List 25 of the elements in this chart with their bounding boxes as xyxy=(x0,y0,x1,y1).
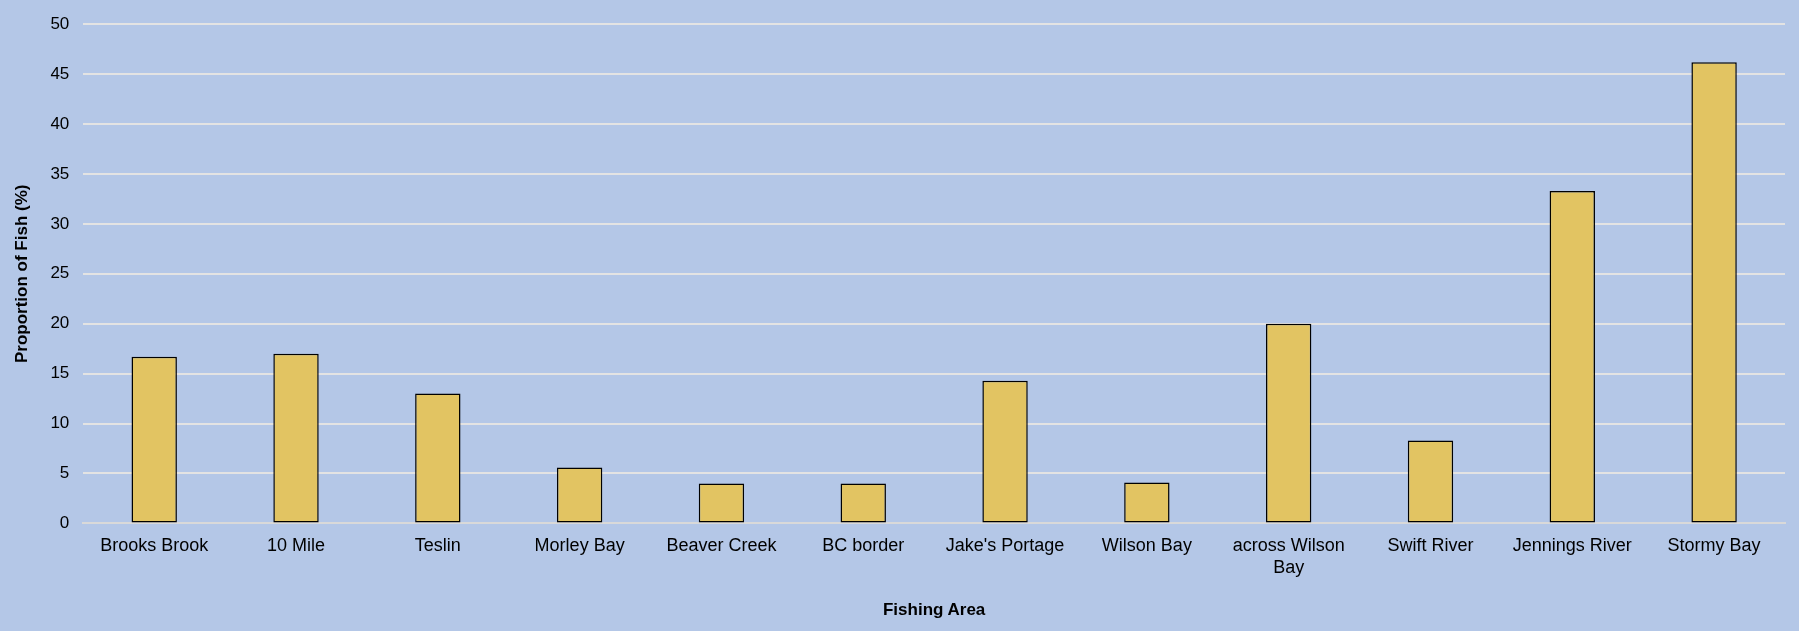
y-tick-label: 40 xyxy=(50,113,70,133)
x-tick-label: Beaver Creek xyxy=(666,535,778,556)
y-tick-label: 35 xyxy=(50,163,70,183)
x-tick-label: Swift River xyxy=(1387,535,1474,556)
y-tick-label: 20 xyxy=(50,313,70,333)
x-tick-label: Stormy Bay xyxy=(1667,535,1761,556)
x-tick-label: BC border xyxy=(822,535,905,556)
x-tick-label: across Wilson Bay xyxy=(1232,535,1345,577)
y-tick-label: 30 xyxy=(50,213,70,233)
y-axis-title: Proportion of Fish (%) xyxy=(11,184,31,364)
y-tick-label: 0 xyxy=(59,513,70,533)
y-tick-label: 5 xyxy=(59,463,70,483)
y-tick-label: 50 xyxy=(50,13,70,33)
y-tick-label: 10 xyxy=(50,413,70,433)
y-tick-label: 15 xyxy=(50,363,70,383)
x-axis-title: Fishing Area xyxy=(882,600,986,620)
y-tick-label: 45 xyxy=(50,63,70,83)
x-tick-label: Wilson Bay xyxy=(1101,535,1192,556)
x-tick-label: Teslin xyxy=(414,535,461,556)
x-tick-label: 10 Mile xyxy=(267,535,326,556)
x-tick-label: Jennings River xyxy=(1512,535,1632,556)
x-tick-label: Morley Bay xyxy=(534,535,625,556)
x-tick-label: Jake's Portage xyxy=(945,535,1065,556)
y-tick-label: 25 xyxy=(50,263,70,283)
x-tick-label: Brooks Brook xyxy=(100,535,210,556)
